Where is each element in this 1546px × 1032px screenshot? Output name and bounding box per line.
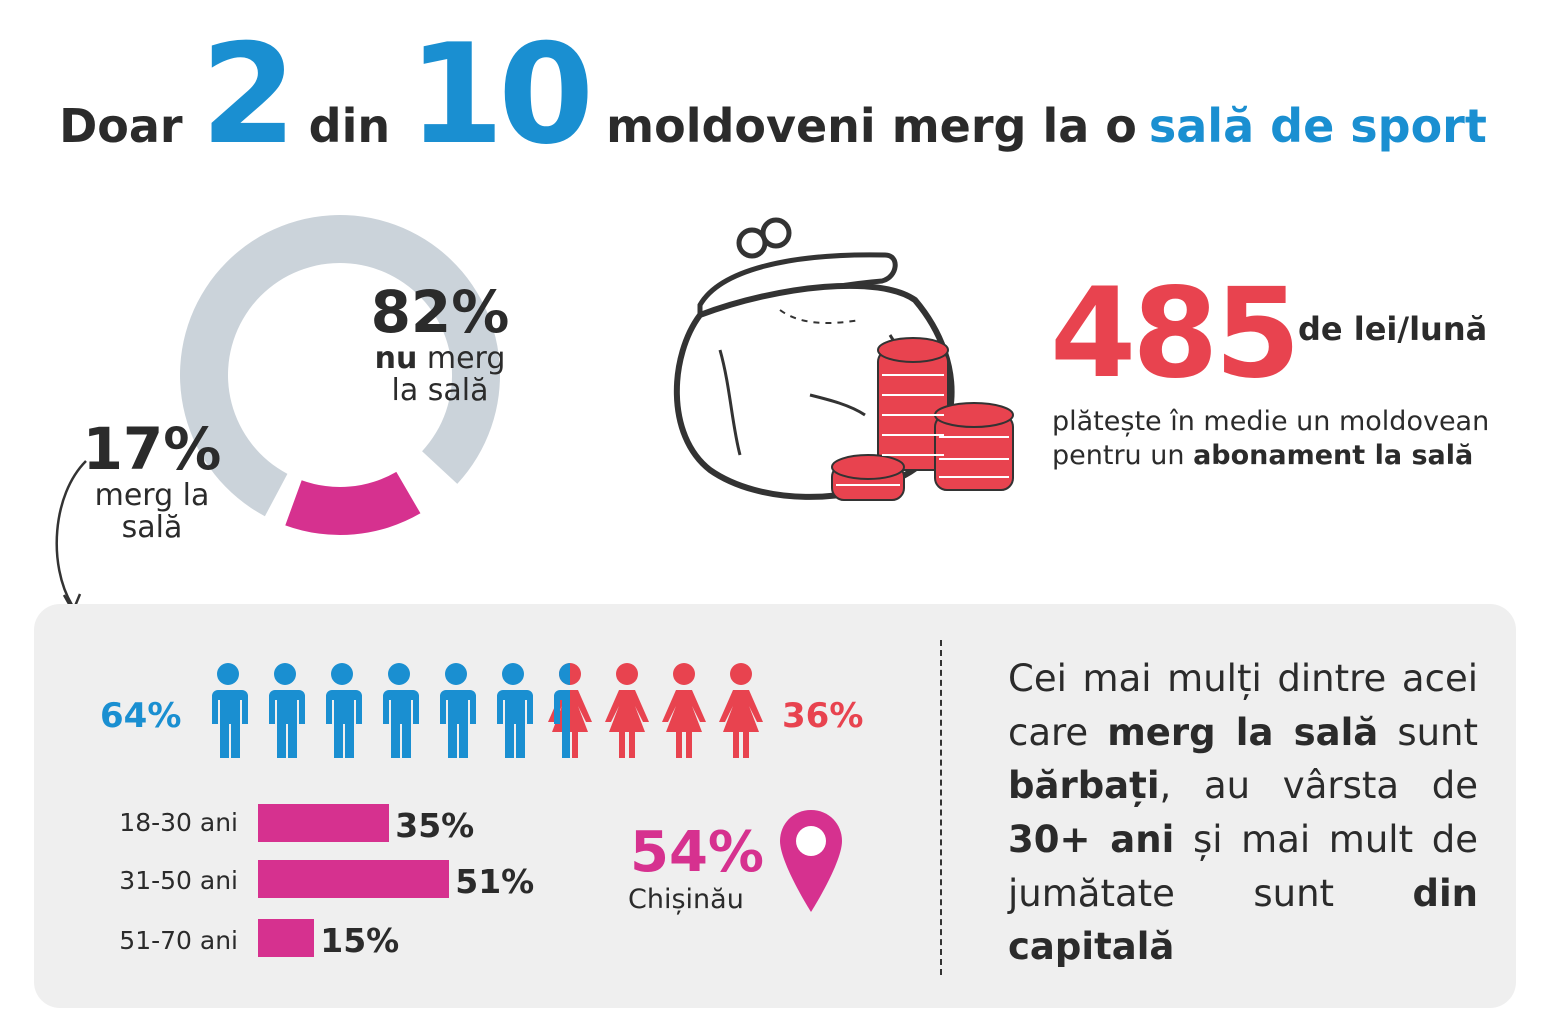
summary-t4: și mai mult de jumătate sunt [1008,817,1478,915]
headline-din: din [308,99,391,153]
female-pct: 36% [782,696,864,736]
split-person-icon [548,663,592,758]
summary-b3: 30+ ani [1008,817,1175,861]
age-value-31-50: 51% [455,862,535,901]
price-desc-line1: plătește în medie un moldovean [1052,406,1490,437]
male-person-icon [269,663,305,758]
male-person-icon [440,663,476,758]
summary-b1: merg la sală [1107,710,1379,754]
summary-t2: sunt [1397,710,1479,754]
donut-no-rest: merg [426,341,506,376]
female-person-icon [605,663,649,758]
donut-no-label: 82% nu merg la sală [360,283,520,406]
price-description: plătește în medie un moldovean pentru un… [1052,405,1512,473]
donut-chart [179,215,500,535]
headline-number-10: 10 [408,14,594,175]
age-bar-18-30 [258,804,390,842]
price-desc-pre: pentru un [1052,439,1185,471]
summary-b4: din capitală [1008,871,1478,969]
donut-no-pct: 82% [370,278,510,346]
age-label-51-70: 51-70 ani [119,926,238,955]
donut-slice-no [179,215,500,517]
age-label-31-50: 31-50 ani [119,866,238,895]
summary-t3: , au vârsta de [1159,764,1478,808]
headline-text: moldoveni merg la o [606,99,1137,153]
headline-number-2: 2 [200,14,297,175]
price-desc-bold: abonament la sală [1193,439,1474,471]
female-person-icon [662,663,706,758]
curved-arrow-icon [55,460,87,614]
donut-yes-pct: 17% [82,415,222,483]
headline-accent: sală de sport [1148,99,1487,153]
city-pct: 54% [630,820,765,885]
donut-slice-yes [285,471,421,535]
male-person-icon [383,663,419,758]
male-person-icon [497,663,533,758]
purse-coins-icon [673,217,1014,501]
summary-text: Cei mai mulți dintre acei care merg la s… [1008,652,1478,974]
donut-yes-label: 17% merg la sală [72,420,232,543]
divider [940,640,942,975]
price-value: 485 [1050,262,1301,406]
city-name: Chișinău [628,884,744,915]
age-bar-51-70 [258,919,315,957]
donut-yes-line1: merg la [94,478,210,513]
age-value-51-70: 15% [320,921,400,960]
age-bar-31-50 [258,860,450,898]
people-icons [212,663,763,758]
age-value-18-30: 35% [395,806,475,845]
age-label-18-30: 18-30 ani [119,808,238,837]
summary-b2: bărbați [1008,764,1160,808]
price-unit: de lei/lună [1298,310,1488,348]
male-pct: 64% [100,696,182,736]
male-person-icon [326,663,362,758]
female-person-icon [719,663,763,758]
donut-yes-line2: sală [121,509,183,545]
male-person-icon [212,663,248,758]
donut-no-line2: la sală [391,372,489,408]
headline: Doar 2 din 10 moldoveni merg la o sală d… [0,26,1546,166]
map-pin-icon [780,810,842,912]
summary-t1: Cei mai mulți dintre acei care [1008,657,1478,754]
headline-doar: Doar [59,99,183,153]
donut-no-bold: nu [374,341,418,376]
